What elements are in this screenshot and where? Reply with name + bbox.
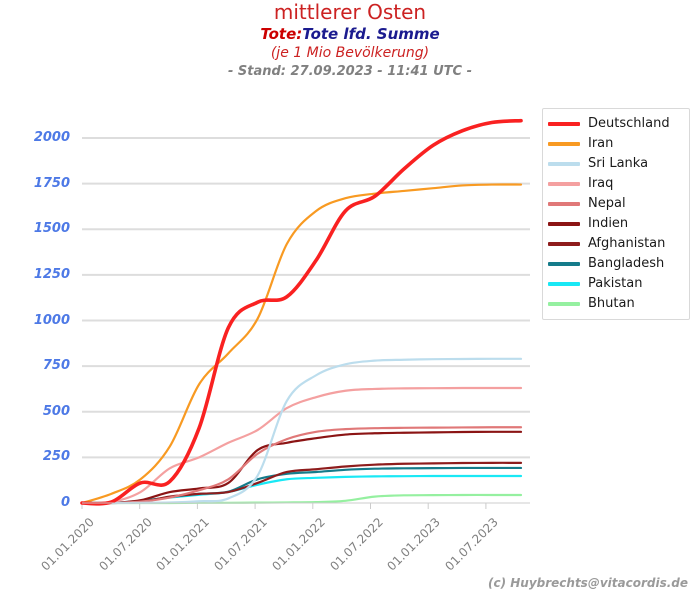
legend-item-label: Bhutan: [588, 296, 635, 311]
chart-legend[interactable]: Deutschland Iran Sri Lanka Iraq Nepal Indien A…: [542, 108, 690, 320]
chart-header: mittlerer Osten Tote:Tote lfd. Summe (je…: [0, 0, 700, 81]
legend-item-pakistan[interactable]: Pakistan: [548, 274, 685, 294]
series-line-iran: [80, 183, 523, 505]
series-line-nepal: [80, 426, 523, 505]
legend-item-label: Sri Lanka: [588, 156, 649, 171]
y-tick-label: 1000: [33, 312, 70, 328]
legend-item-label: Iraq: [588, 176, 614, 191]
y-tick-label: 1250: [33, 266, 70, 282]
legend-color-swatch: [548, 142, 580, 146]
data-series-group: [80, 118, 523, 506]
y-tick-label: 0: [60, 495, 70, 510]
legend-color-swatch: [548, 282, 580, 286]
legend-item-bangladesh[interactable]: Bangladesh: [548, 254, 685, 274]
y-tick-label: 750: [42, 358, 70, 374]
y-tick-label: 2000: [33, 130, 70, 145]
y-tick-label: 1750: [33, 175, 70, 191]
legend-color-swatch: [548, 262, 580, 266]
series-line-deutschland: [80, 118, 523, 506]
series-line-iraq: [80, 386, 523, 505]
legend-item-label: Indien: [588, 216, 629, 231]
legend-color-swatch: [548, 222, 580, 226]
gridlines: [82, 137, 530, 459]
legend-color-swatch: [548, 122, 580, 126]
legend-item-iran[interactable]: Iran: [548, 134, 685, 154]
timestamp-label: - Stand: 27.09.2023 - 11:41 UTC -: [227, 64, 473, 79]
legend-color-swatch: [548, 202, 580, 206]
x-axis-ticks: [81, 503, 487, 509]
legend-item-iraq[interactable]: Iraq: [548, 174, 685, 194]
page-title: mittlerer Osten: [273, 0, 427, 24]
metric-label: Tote:: [260, 25, 303, 43]
legend-item-sri-lanka[interactable]: Sri Lanka: [548, 154, 685, 174]
legend-item-label: Iran: [588, 136, 614, 151]
metric-subtitle: Tote:Tote lfd. Summe: [0, 24, 700, 44]
copyright-credit: (c) Huybrechts@vitacordis.de: [487, 576, 688, 590]
legend-color-swatch: [548, 182, 580, 186]
legend-item-afghanistan[interactable]: Afghanistan: [548, 234, 685, 254]
legend-item-label: Pakistan: [588, 276, 643, 291]
legend-color-swatch: [548, 162, 580, 166]
legend-color-swatch: [548, 302, 580, 306]
legend-color-swatch: [548, 242, 580, 246]
legend-item-label: Deutschland: [588, 116, 670, 131]
legend-item-deutschland[interactable]: Deutschland: [548, 114, 685, 134]
series-line-indien: [80, 430, 523, 505]
metric-value: Tote lfd. Summe: [302, 25, 440, 43]
legend-item-indien[interactable]: Indien: [548, 214, 685, 234]
y-tick-label: 500: [42, 403, 70, 419]
legend-item-bhutan[interactable]: Bhutan: [548, 294, 685, 314]
y-tick-label: 1500: [33, 221, 70, 237]
legend-item-nepal[interactable]: Nepal: [548, 194, 685, 214]
legend-item-label: Afghanistan: [588, 236, 666, 251]
per-capita-note: (je 1 Mio Bevölkerung): [270, 45, 430, 61]
legend-item-label: Nepal: [588, 196, 626, 211]
y-tick-label: 250: [42, 449, 70, 465]
y-axis-labels: 0 250 500 750 1000 1250 1500 1750 2000: [0, 0, 70, 600]
legend-item-label: Bangladesh: [588, 256, 665, 271]
